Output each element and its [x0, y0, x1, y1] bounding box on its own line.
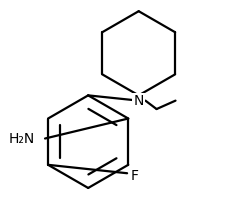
Text: H₂N: H₂N	[8, 132, 34, 146]
Text: N: N	[133, 94, 144, 108]
Text: F: F	[130, 169, 138, 183]
